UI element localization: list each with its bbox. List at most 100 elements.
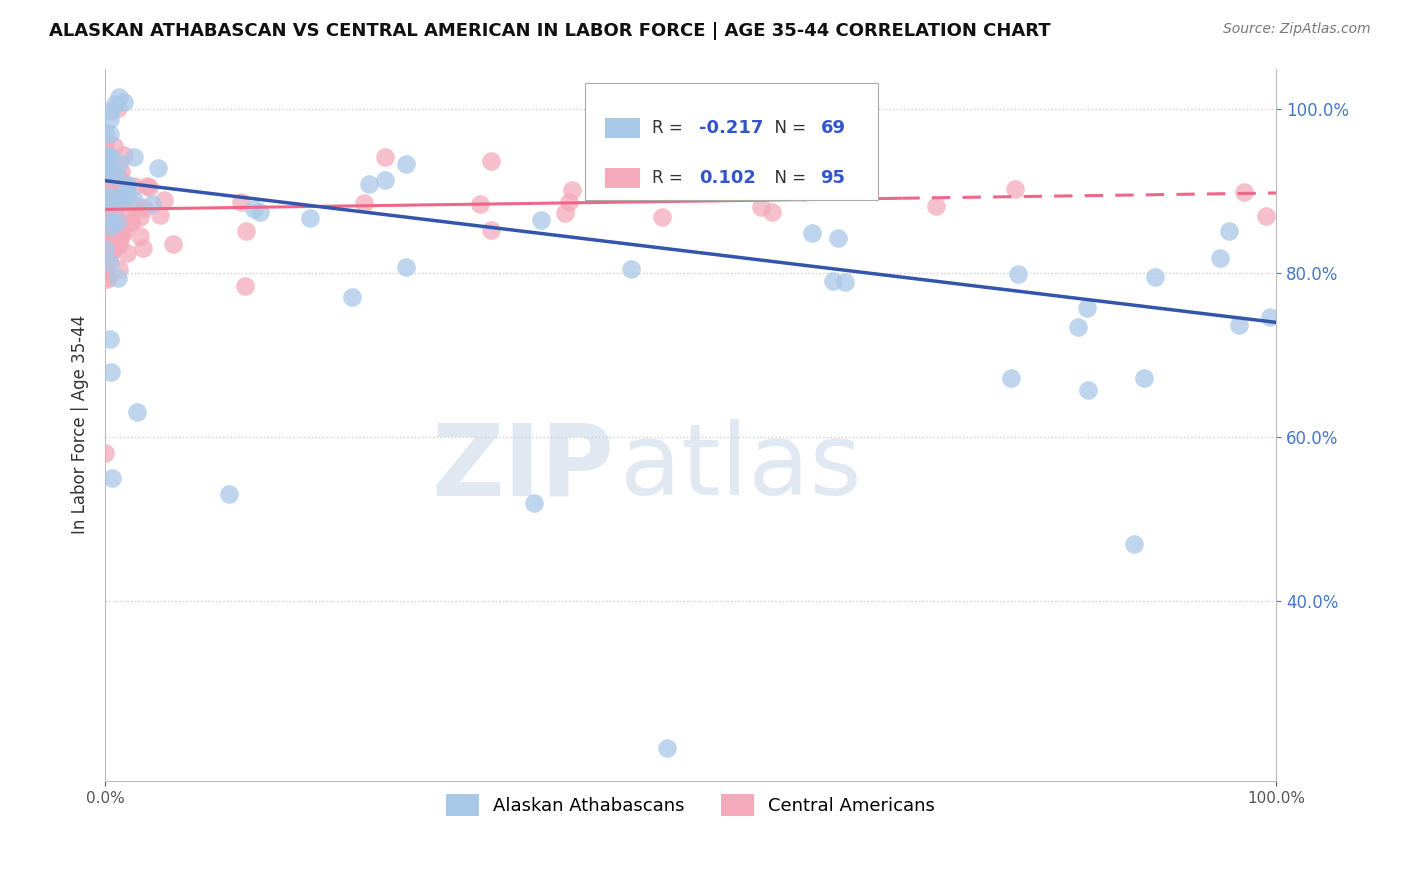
FancyBboxPatch shape [605,119,640,138]
Point [112,95,135,109]
Point [122,150,145,164]
Point [94,197,117,211]
Point [554,206,576,220]
Point [107,271,129,285]
Point [1218,224,1240,238]
Point [235,224,257,238]
Point [101,173,124,187]
FancyBboxPatch shape [605,168,640,188]
Point [115,246,138,260]
Point [470,197,492,211]
Point [97,151,120,165]
Point [100,104,122,119]
Point [233,279,256,293]
Point [94,152,117,166]
Point [1144,270,1167,285]
Point [801,226,824,240]
Text: ALASKAN ATHABASCAN VS CENTRAL AMERICAN IN LABOR FORCE | AGE 35-44 CORRELATION CH: ALASKAN ATHABASCAN VS CENTRAL AMERICAN I… [49,22,1050,40]
Text: R =: R = [652,169,688,187]
Point [98,112,121,126]
Point [1004,182,1026,196]
Point [374,172,396,186]
Point [110,227,132,241]
Point [120,215,142,229]
Point [479,154,502,169]
Point [96,245,118,260]
Point [94,149,117,163]
Point [108,90,131,104]
Text: ZIP: ZIP [432,419,614,516]
Point [103,233,125,247]
Point [108,172,131,186]
Text: 95: 95 [821,169,845,187]
Point [94,151,117,165]
Point [1233,185,1256,199]
Point [1067,319,1090,334]
Point [823,274,845,288]
Point [104,96,127,111]
Point [96,194,118,208]
Point [110,230,132,244]
Point [97,250,120,264]
Point [94,208,117,222]
Point [104,194,127,209]
Point [94,189,117,203]
Point [94,204,117,219]
Point [100,365,122,379]
Point [105,167,128,181]
Point [101,471,124,485]
Point [110,171,132,186]
Point [530,212,553,227]
Point [124,178,146,193]
Point [96,211,118,226]
Point [96,190,118,204]
Point [146,161,169,175]
Point [107,102,129,116]
Point [98,151,121,165]
Point [111,226,134,240]
Point [704,158,727,172]
Point [96,270,118,285]
Point [97,171,120,186]
Point [103,220,125,235]
Point [94,446,117,460]
FancyBboxPatch shape [585,83,877,201]
Point [1123,536,1146,550]
Point [127,405,149,419]
Point [115,181,138,195]
Point [1229,318,1251,332]
Point [134,201,156,215]
Point [1258,310,1281,324]
Point [94,262,117,277]
Point [104,173,127,187]
Point [114,187,136,202]
Point [925,199,948,213]
Point [94,195,117,210]
Point [1209,251,1232,265]
Point [761,205,783,219]
Point [357,177,380,191]
Point [657,741,679,756]
Point [353,196,375,211]
Point [128,210,150,224]
Point [96,209,118,223]
Point [117,178,139,193]
Point [94,161,117,176]
Point [101,241,124,255]
Point [97,154,120,169]
Point [108,261,131,276]
Point [94,154,117,169]
Point [100,219,122,233]
Point [229,195,252,210]
Legend: Alaskan Athabascans, Central Americans: Alaskan Athabascans, Central Americans [437,785,943,825]
Point [96,162,118,177]
Point [149,208,172,222]
Point [105,214,128,228]
Point [94,193,117,207]
Point [561,183,583,197]
Point [108,194,131,209]
Point [138,179,160,194]
Point [620,262,643,277]
Point [827,231,849,245]
Point [394,156,416,170]
